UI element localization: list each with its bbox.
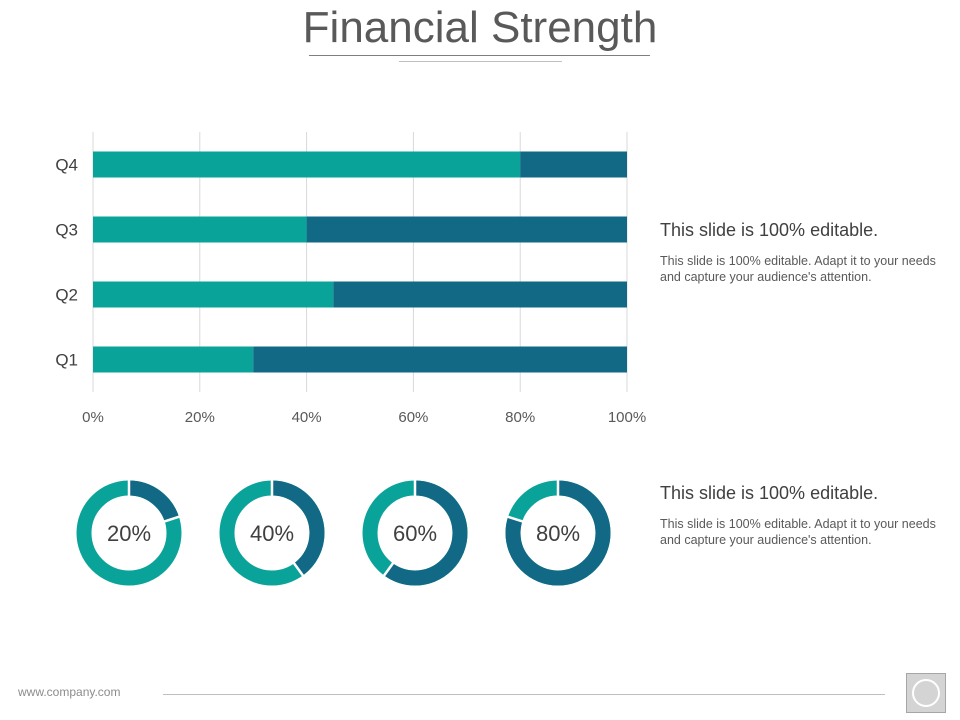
donut-label: 20% xyxy=(107,521,151,546)
y-tick-label: Q1 xyxy=(55,351,78,370)
bar-segment-q3-2 xyxy=(306,216,627,243)
bar-segment-q1-2 xyxy=(253,346,627,373)
x-tick-label: 60% xyxy=(398,409,428,426)
bar-segment-q4-1 xyxy=(93,151,521,178)
donut-separator xyxy=(382,561,395,578)
x-tick-label: 0% xyxy=(82,409,104,426)
bar-segment-q4-2 xyxy=(520,151,627,178)
x-tick-label: 100% xyxy=(608,409,646,426)
x-tick-label: 20% xyxy=(185,409,215,426)
text-block-body: This slide is 100% editable. Adapt it to… xyxy=(660,254,936,284)
page-title: Financial Strength xyxy=(302,3,658,52)
y-tick-label: Q2 xyxy=(55,286,78,305)
text-block-heading: This slide is 100% editable. xyxy=(660,483,879,503)
title-underline-secondary xyxy=(399,61,562,62)
text-block-top: This slide is 100% editable. This slide … xyxy=(660,219,940,285)
title-underline xyxy=(309,55,650,56)
donut-chart: 60% xyxy=(362,479,468,586)
text-block-heading: This slide is 100% editable. xyxy=(660,220,879,240)
donut-separator xyxy=(506,515,524,523)
bar-segment-q2-1 xyxy=(93,281,334,308)
donut-label: 80% xyxy=(536,521,580,546)
text-block-body: This slide is 100% editable. Adapt it to… xyxy=(660,517,936,547)
donut-separator xyxy=(163,515,181,523)
donut-label: 40% xyxy=(250,521,294,546)
text-block-bottom: This slide is 100% editable. This slide … xyxy=(660,482,940,548)
y-tick-label: Q4 xyxy=(55,156,78,175)
donut-separator xyxy=(292,561,305,578)
x-tick-label: 40% xyxy=(292,409,322,426)
donut-chart: 40% xyxy=(219,479,325,586)
x-tick-label: 80% xyxy=(505,409,535,426)
donut-chart: 20% xyxy=(76,479,182,586)
bar-segment-q1-1 xyxy=(93,346,254,373)
bar-segment-q2-2 xyxy=(333,281,627,308)
y-tick-label: Q3 xyxy=(55,221,78,240)
donut-label: 60% xyxy=(393,521,437,546)
footer-divider xyxy=(163,694,885,695)
bar-segment-q3-1 xyxy=(93,216,307,243)
donut-chart: 80% xyxy=(505,479,611,586)
footer-url: www.company.com xyxy=(18,685,121,699)
logo-ring-icon xyxy=(906,673,946,713)
